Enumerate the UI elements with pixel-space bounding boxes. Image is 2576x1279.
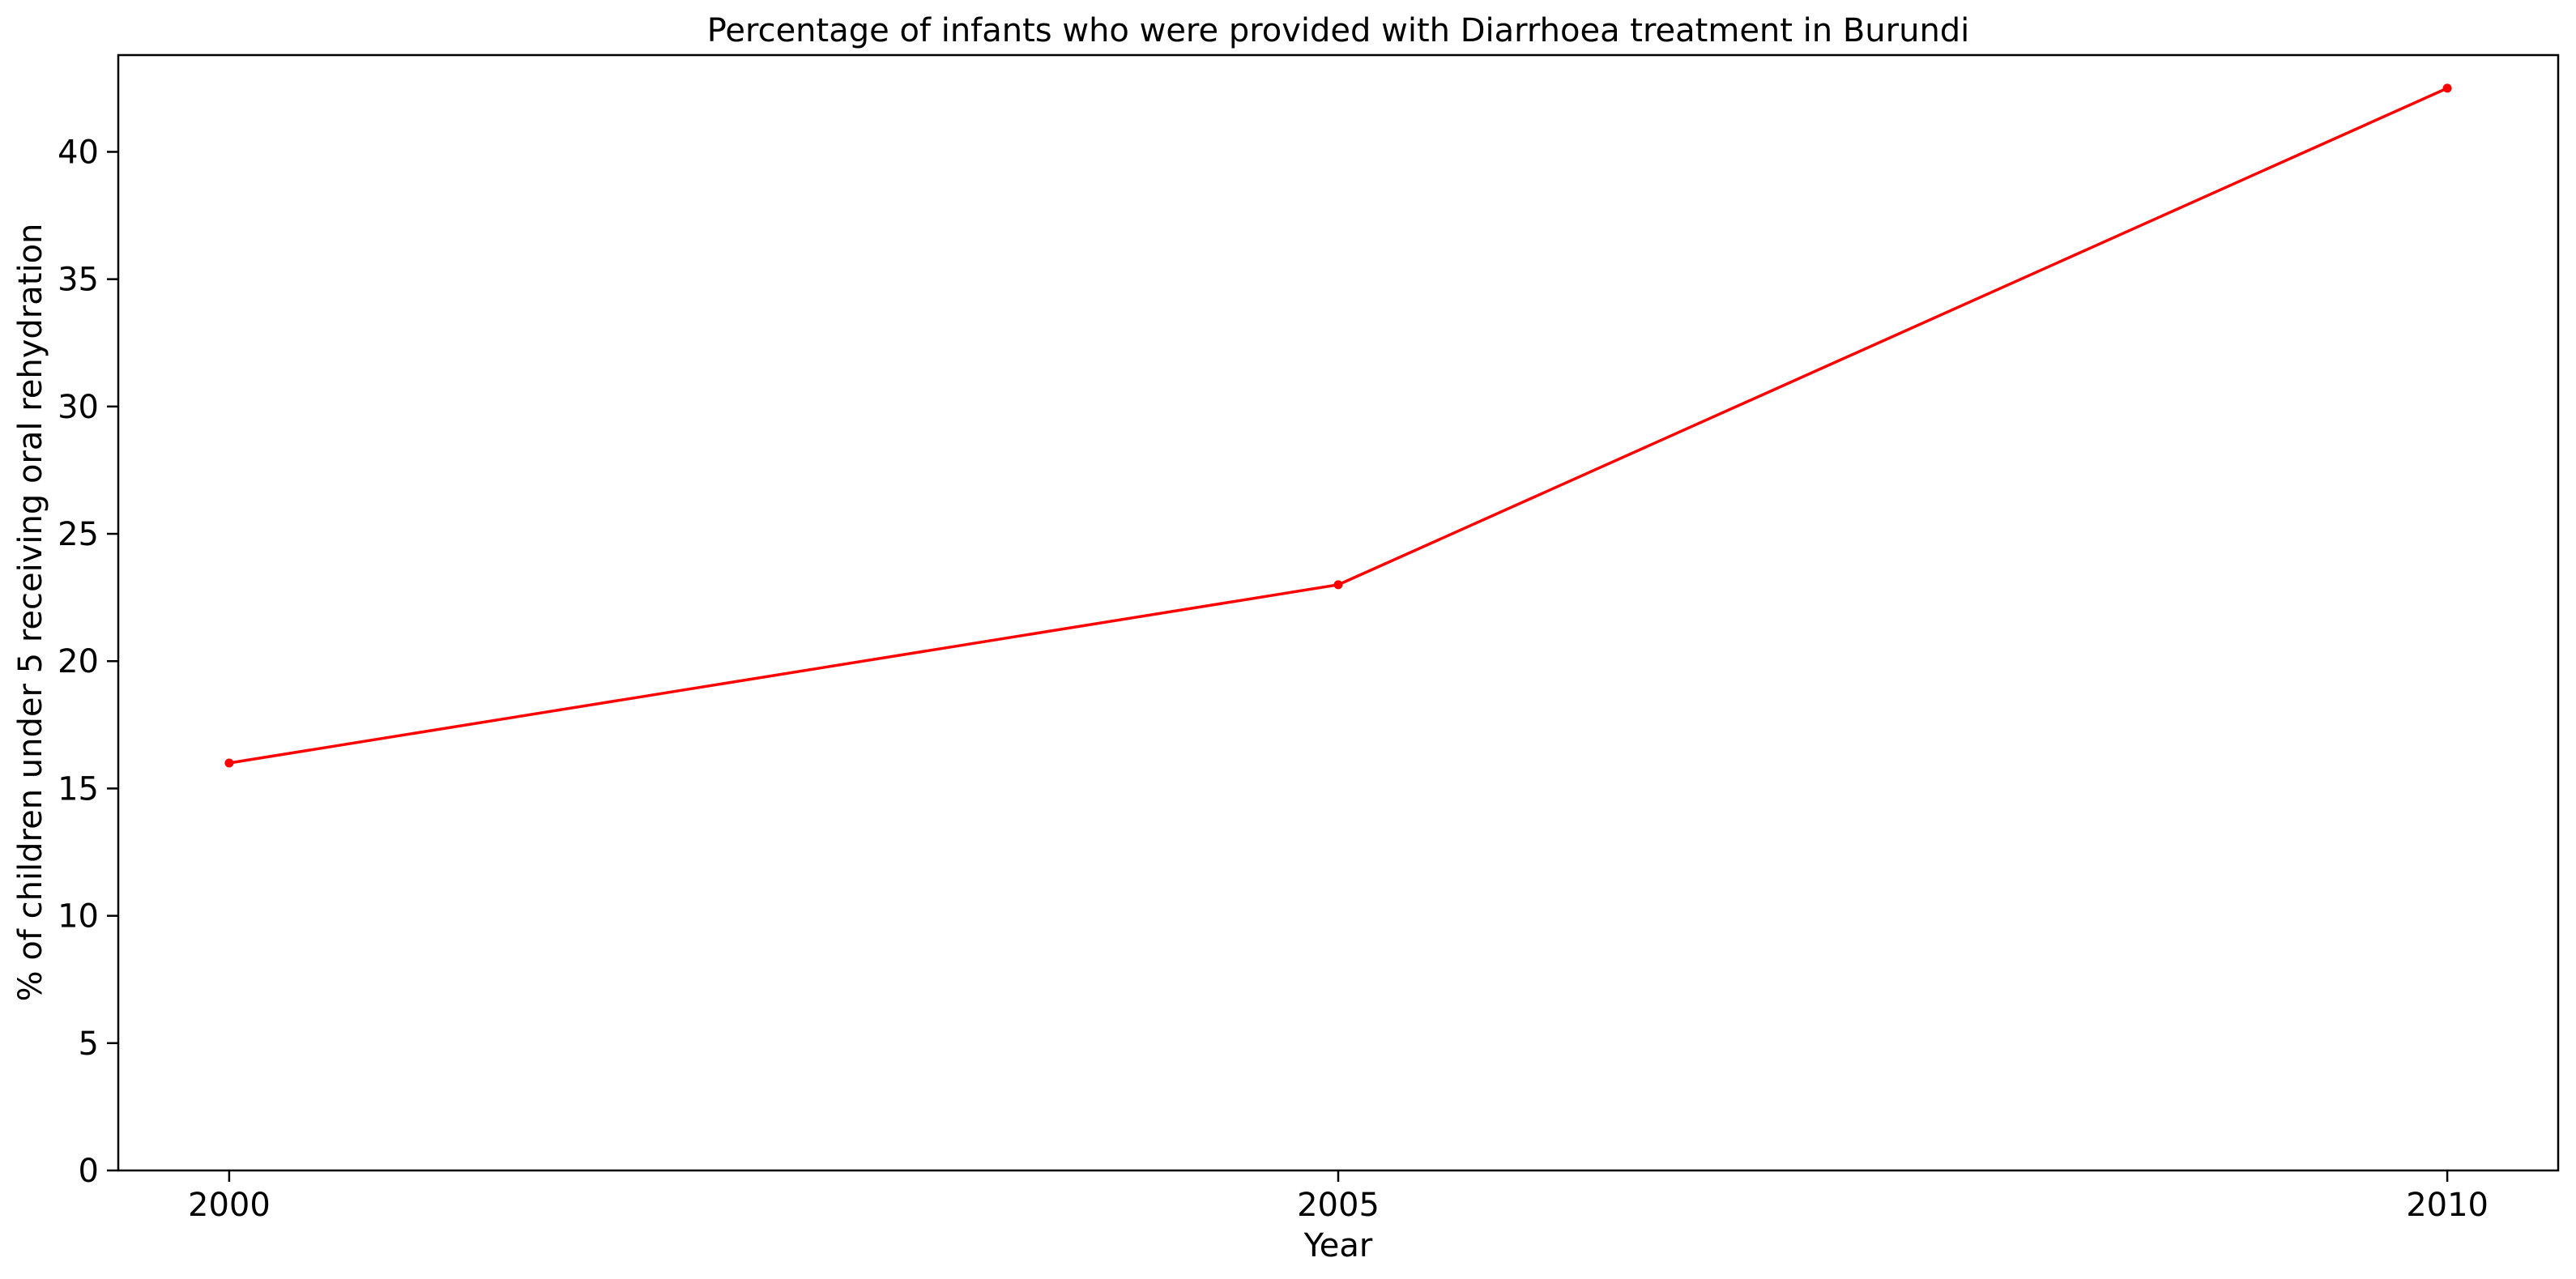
data-point xyxy=(224,758,234,768)
y-tick-label: 20 xyxy=(58,643,99,680)
y-tick-label: 40 xyxy=(58,134,99,171)
y-tick-label: 0 xyxy=(79,1153,99,1190)
x-tick-label: 2000 xyxy=(188,1187,271,1224)
y-axis-title: % of children under 5 receiving oral reh… xyxy=(12,224,49,1002)
series-layer xyxy=(224,83,2452,768)
y-tick-label: 15 xyxy=(58,770,99,808)
x-tick-label: 2010 xyxy=(2406,1187,2489,1224)
data-point xyxy=(1333,580,1343,590)
y-tick-label: 30 xyxy=(58,389,99,426)
chart-title: Percentage of infants who were provided … xyxy=(707,12,1970,49)
y-axis: 0 5 10 15 20 25 30 35 40 xyxy=(58,134,118,1190)
y-tick-label: 5 xyxy=(79,1025,99,1063)
y-tick-label: 25 xyxy=(58,516,99,553)
y-tick-label: 10 xyxy=(58,898,99,936)
x-tick-label: 2005 xyxy=(1297,1187,1380,1224)
x-axis: 2000 2005 2010 xyxy=(188,1170,2489,1224)
y-tick-label: 35 xyxy=(58,262,99,299)
data-point xyxy=(2442,83,2452,93)
x-axis-title: Year xyxy=(1303,1227,1373,1264)
